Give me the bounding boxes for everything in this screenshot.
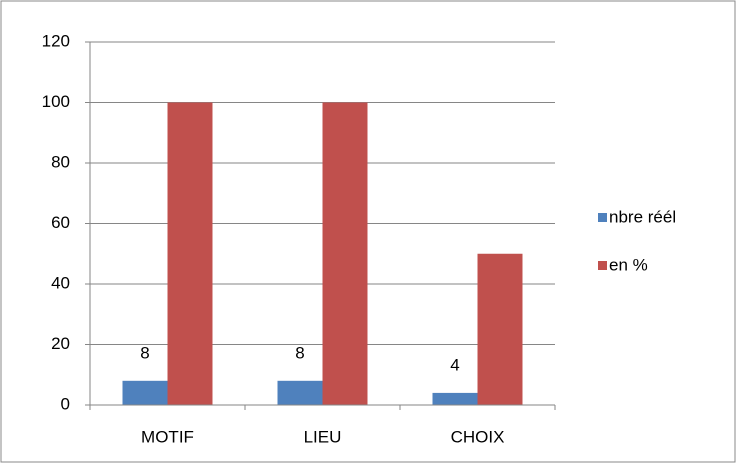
y-tick-label: 120 [42,31,70,50]
bar [477,253,523,405]
y-tick-label: 0 [61,394,70,413]
legend-label: en % [609,255,648,274]
bar [122,380,168,405]
data-label: 4 [450,355,459,374]
x-tick-label: CHOIX [451,427,505,446]
legend-label: nbre réél [609,207,676,226]
bar [277,380,323,405]
data-label: 8 [295,343,304,362]
data-label: 8 [140,343,149,362]
bar [322,102,368,405]
y-tick-label: 20 [51,334,70,353]
y-tick-label: 100 [42,92,70,111]
x-tick-label: LIEU [304,427,342,446]
bar [167,102,213,405]
bar [432,392,478,405]
x-tick-label: MOTIF [141,427,194,446]
legend-swatch [598,213,607,222]
y-tick-label: 80 [51,152,70,171]
y-tick-label: 40 [51,273,70,292]
legend-swatch [598,261,607,270]
y-tick-label: 60 [51,213,70,232]
